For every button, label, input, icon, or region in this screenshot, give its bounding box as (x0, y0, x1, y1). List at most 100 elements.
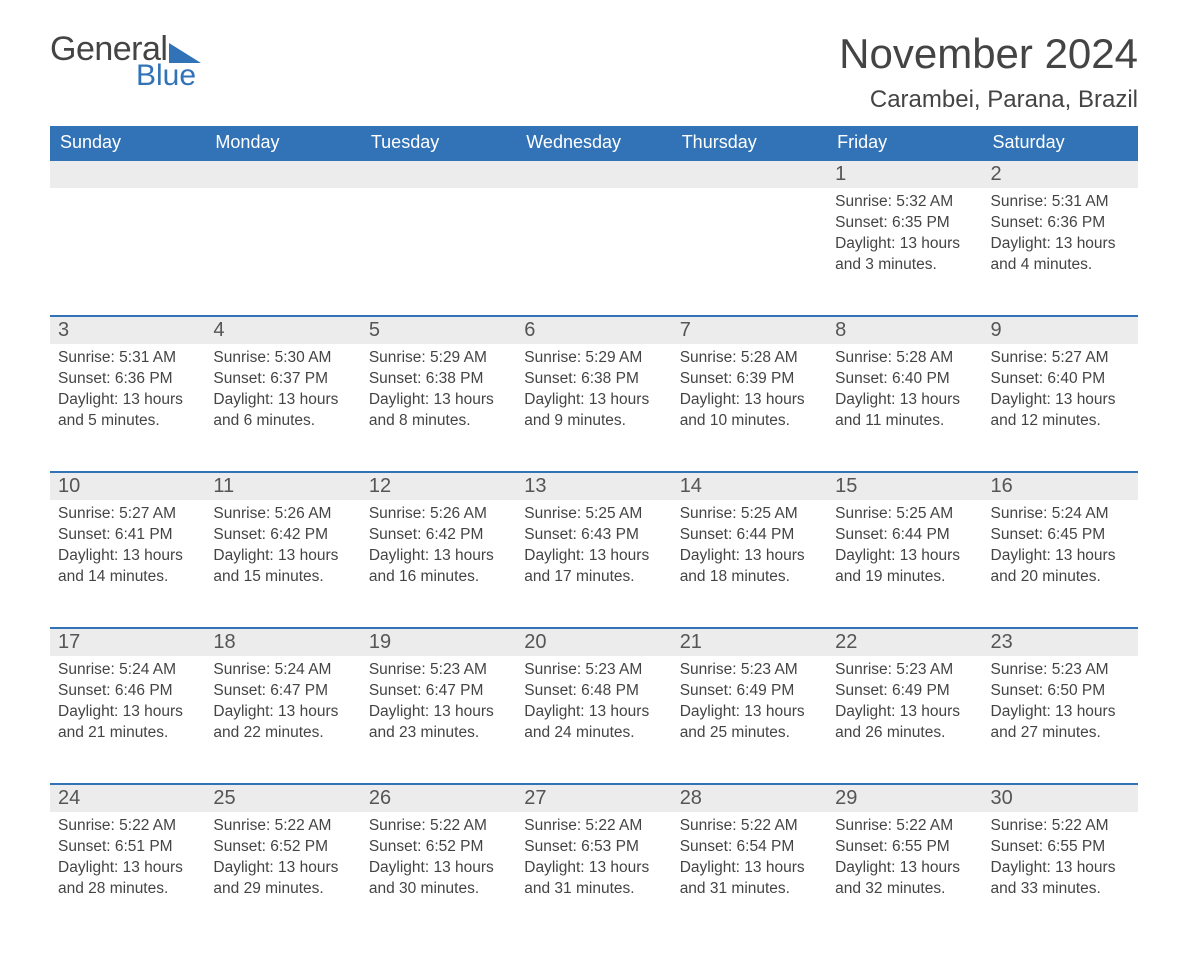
sunrise-text: Sunrise: 5:25 AM (680, 504, 819, 525)
sunrise-text: Sunrise: 5:23 AM (524, 660, 663, 681)
sunset-text: Sunset: 6:55 PM (991, 837, 1130, 858)
daylight-text: Daylight: 13 hours and 19 minutes. (835, 546, 974, 588)
sunrise-text: Sunrise: 5:25 AM (524, 504, 663, 525)
day-details: Sunrise: 5:22 AMSunset: 6:55 PMDaylight:… (827, 812, 982, 940)
day-number: 28 (672, 784, 827, 812)
sunset-text: Sunset: 6:49 PM (835, 681, 974, 702)
day-number: 24 (50, 784, 205, 812)
day-details: Sunrise: 5:22 AMSunset: 6:54 PMDaylight:… (672, 812, 827, 940)
sunset-text: Sunset: 6:35 PM (835, 213, 974, 234)
sunset-text: Sunset: 6:47 PM (369, 681, 508, 702)
sunset-text: Sunset: 6:42 PM (213, 525, 352, 546)
day-number: 20 (516, 628, 671, 656)
sunset-text: Sunset: 6:52 PM (369, 837, 508, 858)
location-subtitle: Carambei, Parana, Brazil (839, 86, 1138, 114)
sunrise-text: Sunrise: 5:23 AM (680, 660, 819, 681)
day-number: 13 (516, 472, 671, 500)
day-number: 21 (672, 628, 827, 656)
daylight-text: Daylight: 13 hours and 5 minutes. (58, 390, 197, 432)
sunset-text: Sunset: 6:43 PM (524, 525, 663, 546)
sunrise-text: Sunrise: 5:25 AM (835, 504, 974, 525)
day-details: Sunrise: 5:24 AMSunset: 6:45 PMDaylight:… (983, 500, 1138, 628)
daylight-text: Daylight: 13 hours and 16 minutes. (369, 546, 508, 588)
daylight-text: Daylight: 13 hours and 26 minutes. (835, 702, 974, 744)
day-number: 25 (205, 784, 360, 812)
sunset-text: Sunset: 6:47 PM (213, 681, 352, 702)
day-details: Sunrise: 5:24 AMSunset: 6:46 PMDaylight:… (50, 656, 205, 784)
sunrise-text: Sunrise: 5:24 AM (991, 504, 1130, 525)
sunset-text: Sunset: 6:44 PM (835, 525, 974, 546)
day-details (516, 188, 671, 316)
sunrise-text: Sunrise: 5:26 AM (213, 504, 352, 525)
daylight-text: Daylight: 13 hours and 33 minutes. (991, 858, 1130, 900)
sunrise-text: Sunrise: 5:27 AM (991, 348, 1130, 369)
sunset-text: Sunset: 6:45 PM (991, 525, 1130, 546)
month-title: November 2024 (839, 30, 1138, 78)
title-block: November 2024 Carambei, Parana, Brazil (839, 30, 1138, 114)
daylight-text: Daylight: 13 hours and 6 minutes. (213, 390, 352, 432)
daylight-text: Daylight: 13 hours and 21 minutes. (58, 702, 197, 744)
header: General Blue November 2024 Carambei, Par… (50, 30, 1138, 114)
day-details: Sunrise: 5:31 AMSunset: 6:36 PMDaylight:… (983, 188, 1138, 316)
weekday-header: Wednesday (516, 126, 671, 160)
sunset-text: Sunset: 6:38 PM (369, 369, 508, 390)
day-details: Sunrise: 5:23 AMSunset: 6:50 PMDaylight:… (983, 656, 1138, 784)
sunrise-text: Sunrise: 5:22 AM (58, 816, 197, 837)
day-details: Sunrise: 5:29 AMSunset: 6:38 PMDaylight:… (361, 344, 516, 472)
daynum-row: 10111213141516 (50, 472, 1138, 500)
sunset-text: Sunset: 6:41 PM (58, 525, 197, 546)
calendar-table: Sunday Monday Tuesday Wednesday Thursday… (50, 126, 1138, 940)
detail-row: Sunrise: 5:27 AMSunset: 6:41 PMDaylight:… (50, 500, 1138, 628)
day-number: 7 (672, 316, 827, 344)
sunrise-text: Sunrise: 5:23 AM (369, 660, 508, 681)
sunset-text: Sunset: 6:40 PM (991, 369, 1130, 390)
day-number: 8 (827, 316, 982, 344)
daylight-text: Daylight: 13 hours and 15 minutes. (213, 546, 352, 588)
sunrise-text: Sunrise: 5:28 AM (835, 348, 974, 369)
day-number (50, 160, 205, 188)
day-number: 10 (50, 472, 205, 500)
detail-row: Sunrise: 5:32 AMSunset: 6:35 PMDaylight:… (50, 188, 1138, 316)
weekday-header-row: Sunday Monday Tuesday Wednesday Thursday… (50, 126, 1138, 160)
sunrise-text: Sunrise: 5:22 AM (213, 816, 352, 837)
day-number: 27 (516, 784, 671, 812)
daylight-text: Daylight: 13 hours and 18 minutes. (680, 546, 819, 588)
sunrise-text: Sunrise: 5:28 AM (680, 348, 819, 369)
daylight-text: Daylight: 13 hours and 9 minutes. (524, 390, 663, 432)
daylight-text: Daylight: 13 hours and 24 minutes. (524, 702, 663, 744)
day-details (672, 188, 827, 316)
sunrise-text: Sunrise: 5:23 AM (835, 660, 974, 681)
sunset-text: Sunset: 6:42 PM (369, 525, 508, 546)
detail-row: Sunrise: 5:24 AMSunset: 6:46 PMDaylight:… (50, 656, 1138, 784)
day-number: 5 (361, 316, 516, 344)
day-number: 3 (50, 316, 205, 344)
sunrise-text: Sunrise: 5:29 AM (369, 348, 508, 369)
day-details (50, 188, 205, 316)
day-details: Sunrise: 5:23 AMSunset: 6:48 PMDaylight:… (516, 656, 671, 784)
day-details: Sunrise: 5:31 AMSunset: 6:36 PMDaylight:… (50, 344, 205, 472)
day-number: 22 (827, 628, 982, 656)
day-details: Sunrise: 5:28 AMSunset: 6:39 PMDaylight:… (672, 344, 827, 472)
day-number: 18 (205, 628, 360, 656)
day-details: Sunrise: 5:26 AMSunset: 6:42 PMDaylight:… (205, 500, 360, 628)
sunset-text: Sunset: 6:50 PM (991, 681, 1130, 702)
daynum-row: 24252627282930 (50, 784, 1138, 812)
sunrise-text: Sunrise: 5:22 AM (835, 816, 974, 837)
sunset-text: Sunset: 6:39 PM (680, 369, 819, 390)
daylight-text: Daylight: 13 hours and 25 minutes. (680, 702, 819, 744)
daylight-text: Daylight: 13 hours and 10 minutes. (680, 390, 819, 432)
day-details: Sunrise: 5:28 AMSunset: 6:40 PMDaylight:… (827, 344, 982, 472)
daylight-text: Daylight: 13 hours and 14 minutes. (58, 546, 197, 588)
daylight-text: Daylight: 13 hours and 32 minutes. (835, 858, 974, 900)
day-details: Sunrise: 5:32 AMSunset: 6:35 PMDaylight:… (827, 188, 982, 316)
sunrise-text: Sunrise: 5:31 AM (58, 348, 197, 369)
daylight-text: Daylight: 13 hours and 23 minutes. (369, 702, 508, 744)
daylight-text: Daylight: 13 hours and 20 minutes. (991, 546, 1130, 588)
day-number: 23 (983, 628, 1138, 656)
day-details: Sunrise: 5:22 AMSunset: 6:53 PMDaylight:… (516, 812, 671, 940)
daylight-text: Daylight: 13 hours and 3 minutes. (835, 234, 974, 276)
daylight-text: Daylight: 13 hours and 17 minutes. (524, 546, 663, 588)
sunset-text: Sunset: 6:48 PM (524, 681, 663, 702)
detail-row: Sunrise: 5:22 AMSunset: 6:51 PMDaylight:… (50, 812, 1138, 940)
day-details: Sunrise: 5:25 AMSunset: 6:44 PMDaylight:… (672, 500, 827, 628)
